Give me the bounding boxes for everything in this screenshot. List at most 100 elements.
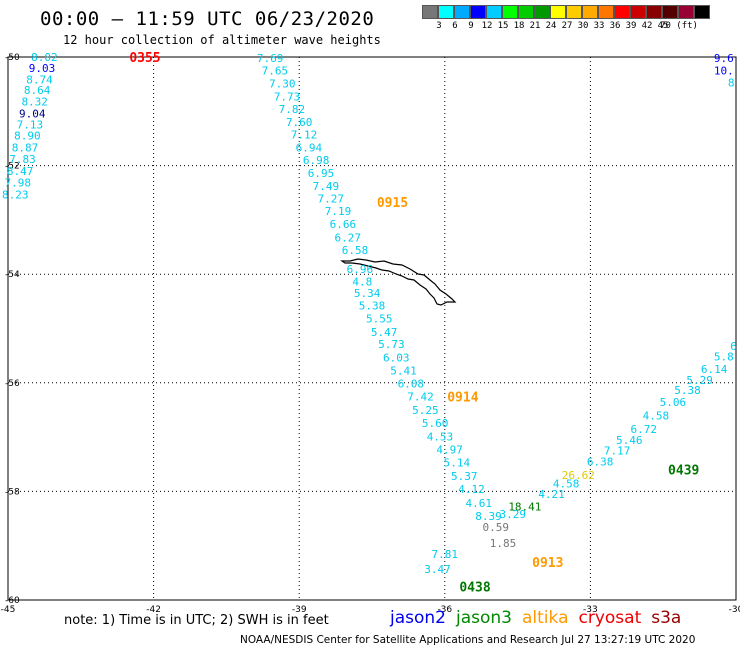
legend-label: 6 — [452, 21, 458, 31]
legend-swatch — [454, 5, 470, 19]
wave-height-value: 5.38 — [359, 300, 386, 313]
legend-swatches — [422, 5, 710, 19]
legend-label: 3 — [436, 21, 442, 31]
wave-height-value: 5.73 — [378, 338, 405, 351]
legend-swatch — [598, 5, 614, 19]
legend-label: 9 — [468, 21, 474, 31]
x-tick-label: -39 — [292, 605, 307, 615]
pass-time-label: 0439 — [668, 464, 699, 479]
wave-height-value: 7.82 — [279, 103, 306, 116]
legend-label: 70 (ft) — [660, 21, 698, 31]
y-tick-label: -54 — [5, 270, 20, 280]
wave-height-value: 7.27 — [317, 193, 344, 206]
wave-height-value: 7.81 — [432, 548, 459, 561]
satellite-jason2: jason2 — [390, 608, 446, 628]
wave-height-value: 5.14 — [444, 457, 471, 470]
wave-height-value: 26.62 — [562, 469, 595, 482]
wave-height-value: 8.47 — [7, 165, 34, 178]
wave-height-value: 6.38 — [587, 456, 614, 469]
legend-swatch — [534, 5, 550, 19]
wave-height-value: 4.53 — [427, 431, 454, 444]
wave-height-value: 6.58 — [342, 244, 369, 257]
legend-swatch — [614, 5, 630, 19]
wave-height-value: 18.41 — [508, 501, 541, 514]
chart-subtitle: 12 hour collection of altimeter wave hei… — [63, 33, 381, 47]
wave-height-value: 7.49 — [313, 180, 340, 193]
wave-height-value: 8.87 — [12, 142, 39, 155]
wave-height-value: 4.12 — [458, 483, 485, 496]
wave-height-value: 7.30 — [269, 78, 296, 91]
south-georgia-island-coastline — [340, 258, 457, 306]
wave-height-value: 0.59 — [483, 521, 510, 534]
legend-label: 12 — [481, 21, 493, 31]
wave-height-value: 4.97 — [436, 444, 463, 457]
axes: -45 -42 -39 -36 -33 -30 -50 -52 -54 -56 -58 -60 — [1, 53, 740, 615]
wave-height-value: 9.6 — [714, 52, 734, 65]
wave-height-value: 10. — [714, 65, 734, 78]
y-tick-label: -60 — [5, 596, 20, 606]
legend-swatch — [438, 5, 454, 19]
satellite-s3a: s3a — [651, 608, 682, 628]
legend-label: 39 — [625, 21, 637, 31]
satellite-altika: altika — [522, 608, 569, 628]
wave-height-value: 4.61 — [466, 497, 493, 510]
pass-time-label: 0915 — [377, 196, 408, 211]
wave-height-value: 5.06 — [660, 396, 687, 409]
x-tick-label: -45 — [1, 605, 16, 615]
wave-height-value: 8.32 — [21, 96, 48, 109]
wave-height-value: 7.73 — [274, 91, 301, 104]
legend-swatch — [678, 5, 694, 19]
legend-label: 30 — [577, 21, 589, 31]
satellite-legend: jason2 jason3 altika cryosat s3a — [390, 608, 691, 628]
legend-swatch — [630, 5, 646, 19]
wave-height-value: 7.42 — [407, 390, 434, 403]
wave-height-value: 4.21 — [538, 488, 565, 501]
wave-height-value: 7.98 — [4, 176, 31, 189]
legend-swatch — [502, 5, 518, 19]
y-tick-label: -58 — [5, 487, 20, 497]
wave-height-value: 7.12 — [291, 129, 318, 142]
y-tick-label: -50 — [5, 53, 20, 63]
legend-swatch — [694, 5, 710, 19]
wave-height-value: 7.13 — [17, 118, 44, 131]
wave-height-value: 6.66 — [330, 218, 357, 231]
wave-height-value: 6.94 — [296, 142, 323, 155]
wave-height-value: 7.60 — [286, 116, 313, 129]
wave-height-value: 8.64 — [24, 84, 51, 97]
legend-label: 45 — [657, 21, 669, 31]
pass-time-label: 0438 — [459, 580, 490, 595]
wave-height-value: 6.72 — [631, 423, 658, 436]
wave-height-value: 4.58 — [553, 477, 580, 490]
color-legend: 3 6 9 12 15 18 21 24 27 30 33 36 39 42 45 70 (ft) — [422, 5, 710, 33]
pass-time-label: 0914 — [447, 390, 478, 405]
legend-swatch — [486, 5, 502, 19]
satellite-cryosat: cryosat — [578, 608, 642, 628]
wave-height-value: 7.69 — [257, 52, 284, 65]
wave-height-value: 5.25 — [412, 404, 439, 417]
wave-height-value: 6.08 — [398, 377, 425, 390]
wave-height-value: 8.02 — [31, 51, 58, 64]
wave-height-value: 5.46 — [616, 434, 643, 447]
wave-height-value: 8.23 — [2, 188, 29, 201]
x-tick-label: -36 — [437, 605, 452, 615]
satellite-jason3: jason3 — [456, 608, 512, 628]
wave-height-value: 3.47 — [424, 563, 451, 576]
wave-height-value: 5.37 — [451, 470, 478, 483]
legend-label: 24 — [545, 21, 557, 31]
legend-swatch — [422, 5, 438, 19]
wave-height-points: 8.029.038.748.648.329.047.138.908.877.83… — [2, 51, 737, 576]
legend-label: 18 — [513, 21, 525, 31]
legend-swatch — [566, 5, 582, 19]
wave-height-value: 6 — [730, 340, 737, 353]
x-tick-label: -30 — [729, 605, 740, 615]
legend-swatch — [662, 5, 678, 19]
legend-label: 33 — [593, 21, 605, 31]
legend-swatch — [550, 5, 566, 19]
wave-height-value: 6.27 — [334, 231, 361, 244]
wave-height-value: 7.83 — [9, 153, 36, 166]
legend-label: 27 — [561, 21, 573, 31]
legend-label: 21 — [529, 21, 541, 31]
wave-height-value: 4.8 — [352, 275, 372, 288]
wave-height-value: 6.03 — [383, 351, 410, 364]
legend-swatch — [470, 5, 486, 19]
